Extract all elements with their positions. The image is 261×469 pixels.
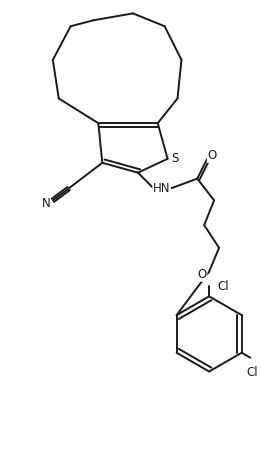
Text: Cl: Cl — [246, 366, 258, 378]
Text: N: N — [41, 197, 50, 210]
Text: Cl: Cl — [217, 280, 229, 293]
Text: S: S — [171, 152, 178, 165]
Text: O: O — [198, 268, 207, 281]
Text: HN: HN — [153, 182, 170, 195]
Text: O: O — [207, 149, 217, 162]
